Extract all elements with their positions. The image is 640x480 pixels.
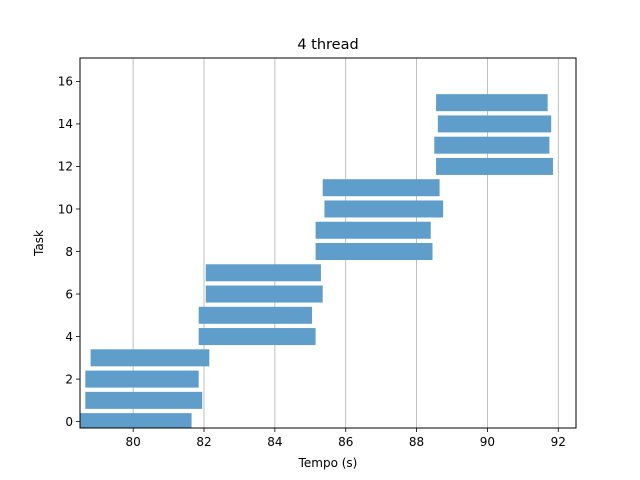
task-bar-9 xyxy=(315,243,433,261)
y-tick-label: 16 xyxy=(58,75,73,89)
task-bar-5 xyxy=(198,328,316,346)
y-axis-ticks: 0 2 4 6 8 10 12 14 16 xyxy=(58,75,80,429)
task-bar-16 xyxy=(436,94,548,112)
x-tick-label: 80 xyxy=(126,435,141,449)
x-axis-ticks: 80 82 84 86 88 90 92 xyxy=(126,428,566,449)
task-bar-4 xyxy=(90,349,210,367)
x-tick-label: 90 xyxy=(480,435,495,449)
task-bar-1 xyxy=(80,413,192,428)
plot-frame xyxy=(79,57,577,429)
x-tick-label: 82 xyxy=(196,435,211,449)
y-tick-label: 2 xyxy=(65,372,73,386)
task-bar-12 xyxy=(322,179,440,197)
task-bar-3 xyxy=(85,370,199,388)
task-bar-7 xyxy=(205,285,323,303)
task-bar-13 xyxy=(436,157,553,175)
y-tick-label: 10 xyxy=(58,202,73,216)
task-bar-2 xyxy=(85,391,203,409)
x-tick-label: 86 xyxy=(338,435,353,449)
x-axis-label: Tempo (s) xyxy=(298,456,358,470)
y-tick-label: 6 xyxy=(65,287,73,301)
chart-title: 4 thread xyxy=(297,37,358,53)
x-tick-label: 88 xyxy=(409,435,424,449)
task-bar-10 xyxy=(315,221,431,239)
y-tick-label: 12 xyxy=(58,160,73,174)
y-tick-label: 0 xyxy=(65,415,73,429)
bars xyxy=(80,94,553,428)
x-tick-label: 92 xyxy=(551,435,566,449)
y-tick-label: 14 xyxy=(58,117,73,131)
task-bar-15 xyxy=(437,115,552,133)
x-tick-label: 84 xyxy=(267,435,282,449)
task-bar-11 xyxy=(324,200,444,218)
task-bar-14 xyxy=(434,136,550,154)
y-tick-label: 4 xyxy=(65,330,73,344)
task-bar-6 xyxy=(198,306,313,324)
y-axis-label: Task xyxy=(32,230,46,257)
task-bar-8 xyxy=(205,264,321,282)
y-tick-label: 8 xyxy=(65,245,73,259)
